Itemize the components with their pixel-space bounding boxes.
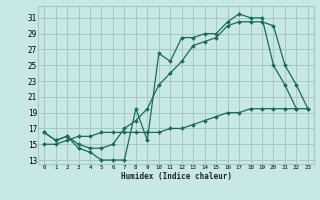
X-axis label: Humidex (Indice chaleur): Humidex (Indice chaleur)	[121, 172, 231, 181]
